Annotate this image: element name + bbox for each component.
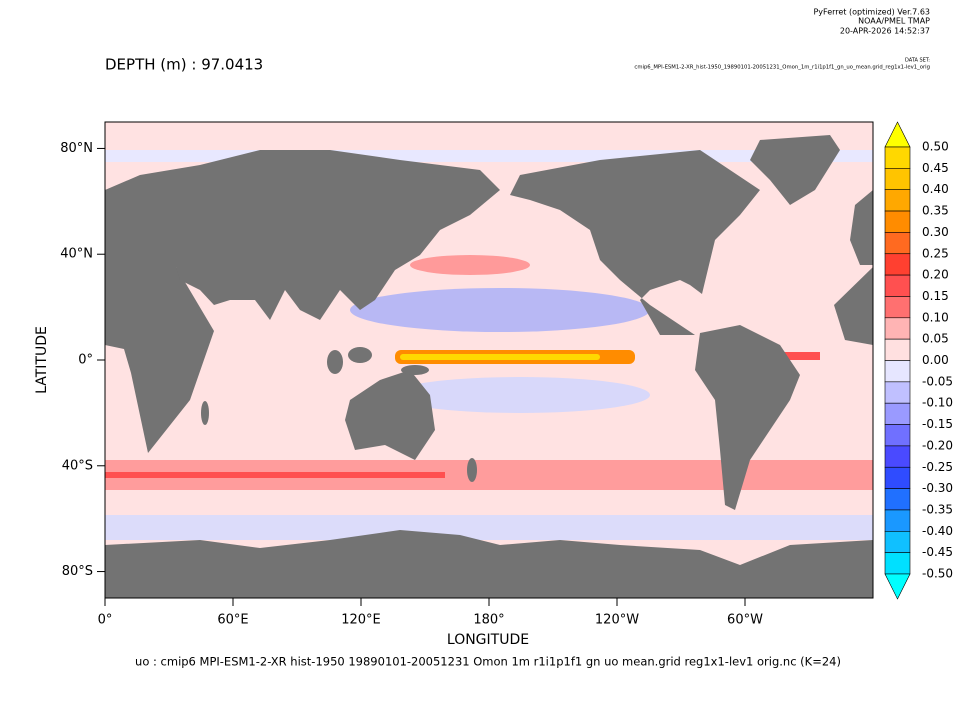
- org: NOAA/PMEL TMAP: [858, 17, 930, 26]
- timestamp: 20-APR-2026 14:52:37: [840, 27, 930, 36]
- current-band: [400, 354, 600, 360]
- colorbar-box: [884, 445, 911, 468]
- sumatra: [327, 350, 343, 374]
- colorbar-box: [884, 146, 911, 169]
- colorbar-label: -0.20: [922, 438, 953, 452]
- north-america: [510, 150, 760, 335]
- dataset: cmip6_MPI-ESM1-2-XR_hist-1950_19890101-2…: [634, 65, 930, 71]
- australia: [345, 370, 435, 460]
- current-band: [105, 472, 445, 478]
- colorbar-box: [884, 253, 911, 276]
- colorbar-label: -0.10: [922, 396, 953, 410]
- current-band: [760, 352, 820, 360]
- colorbar-label: 0.35: [922, 204, 949, 218]
- antarctica: [105, 530, 873, 598]
- colorbar-label: 0.25: [922, 246, 949, 260]
- y-tick-label: 40°N: [60, 247, 93, 262]
- colorbar-box: [884, 552, 911, 575]
- colorbar-label: 0.20: [922, 268, 949, 282]
- colorbar-label: -0.25: [922, 460, 953, 474]
- caption: uo : cmip6 MPI-ESM1-2-XR hist-1950 19890…: [135, 655, 841, 669]
- new-zealand: [467, 458, 477, 482]
- y-tick-label: 40°S: [62, 458, 93, 473]
- y-tick-label: 80°N: [60, 141, 93, 156]
- colorbar-box: [884, 424, 911, 447]
- x-tick-label: 180°: [473, 613, 504, 628]
- x-tick-label: 60°W: [727, 613, 763, 628]
- colorbar-label: -0.40: [922, 524, 953, 538]
- africa-west: [834, 267, 873, 345]
- colorbar-box: [884, 210, 911, 233]
- colorbar-box: [884, 317, 911, 340]
- colorbar-label: 0.45: [922, 161, 949, 175]
- current-band: [390, 377, 650, 413]
- y-tick-label: 0°: [78, 353, 93, 368]
- colorbar-box: [884, 530, 911, 553]
- colorbar-label: 0.15: [922, 289, 949, 303]
- colorbar-box: [884, 296, 911, 319]
- madagascar: [201, 401, 209, 425]
- africa: [105, 267, 214, 453]
- colorbar-label: -0.15: [922, 417, 953, 431]
- colorbar-label: 0.05: [922, 332, 949, 346]
- colorbar-box: [884, 509, 911, 532]
- new-guinea: [401, 365, 429, 375]
- x-tick-label: 60°E: [217, 613, 248, 628]
- software: PyFerret (optimized) Ver.7.63: [813, 8, 930, 17]
- colorbar-label: -0.35: [922, 502, 953, 516]
- x-tick-label: 0°: [98, 613, 113, 628]
- colorbar-label: 0.30: [922, 225, 949, 239]
- colorbar-label: 0.00: [922, 353, 949, 367]
- current-band: [350, 288, 650, 332]
- borneo: [348, 347, 372, 363]
- colorbar-box: [884, 338, 911, 361]
- colorbar-label: -0.45: [922, 545, 953, 559]
- south-america: [695, 325, 800, 510]
- chart-title: DEPTH (m) : 97.0413: [105, 56, 263, 74]
- map-field: [104, 121, 874, 599]
- colorbar-label: 0.50: [922, 140, 949, 154]
- colorbar-box: [884, 232, 911, 255]
- colorbar-label: -0.30: [922, 481, 953, 495]
- current-band: [410, 255, 530, 275]
- eurasia: [105, 150, 500, 320]
- current-band: [105, 515, 873, 540]
- x-axis-label: LONGITUDE: [447, 632, 529, 648]
- dataset-label: DATA SET:: [905, 58, 930, 64]
- colorbar-label: -0.50: [922, 567, 953, 581]
- colorbar-box: [884, 488, 911, 511]
- colorbar-box: [884, 274, 911, 297]
- colorbar-box: [884, 381, 911, 404]
- colorbar-label: 0.40: [922, 182, 949, 196]
- europe-west: [850, 190, 873, 265]
- y-tick-label: 80°S: [62, 564, 93, 579]
- greenland: [750, 135, 840, 205]
- colorbar-over: [884, 121, 911, 148]
- colorbar-box: [884, 402, 911, 425]
- colorbar-box: [884, 466, 911, 489]
- x-tick-label: 120°W: [595, 613, 639, 628]
- colorbar-label: -0.05: [922, 374, 953, 388]
- colorbar-under: [884, 573, 911, 600]
- colorbar-box: [884, 168, 911, 191]
- y-axis-label: LATITUDE: [34, 326, 50, 394]
- x-tick-label: 120°E: [341, 613, 381, 628]
- colorbar-box: [884, 360, 911, 383]
- colorbar-label: 0.10: [922, 310, 949, 324]
- colorbar-box: [884, 189, 911, 212]
